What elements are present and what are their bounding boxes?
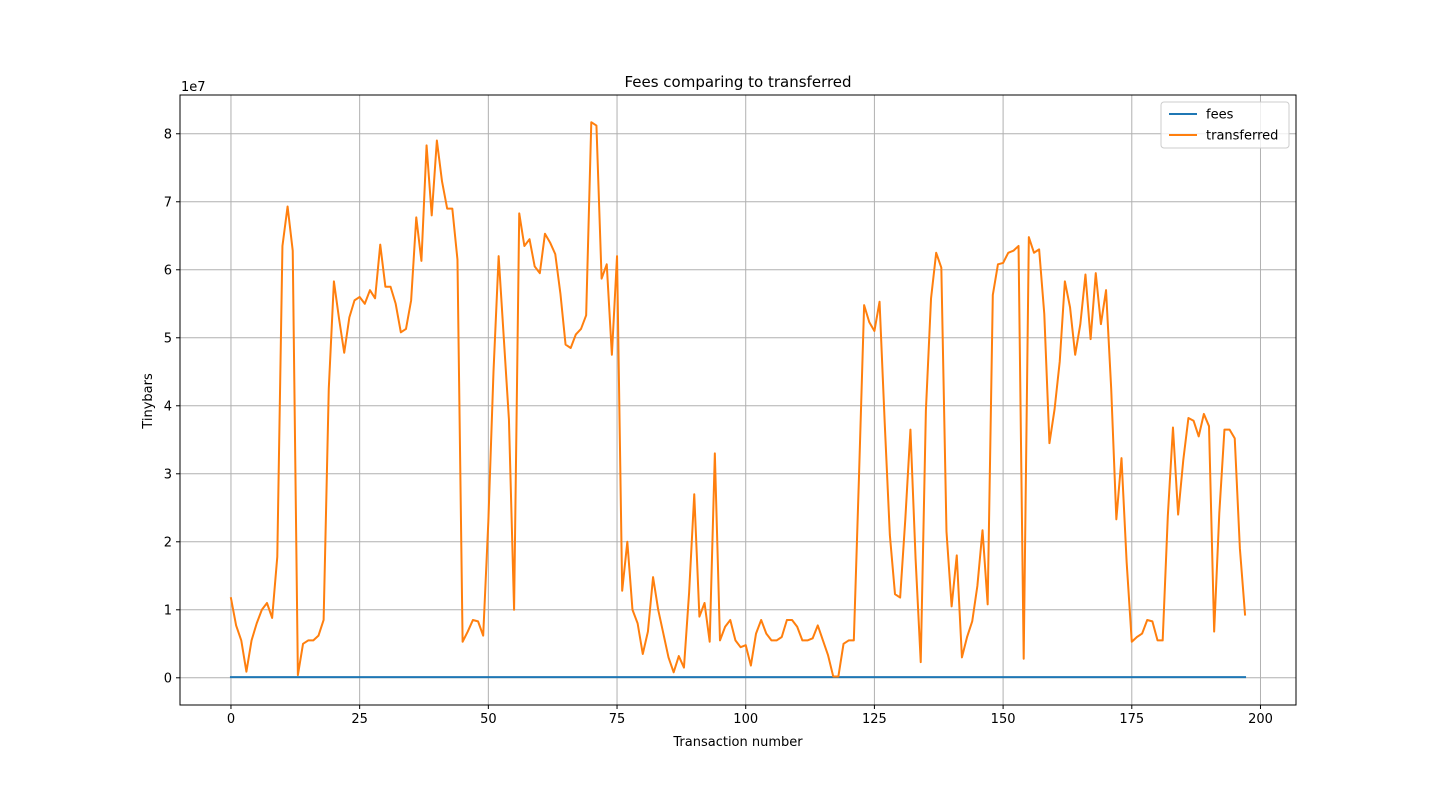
ticks: 0 25 50 75 100 125 150 175 200 0 1 2 3 4 5 6 7 8 [164,127,1273,727]
chart-title: Fees comparing to transferred [624,73,851,91]
x-tick-label: 175 [1119,712,1144,727]
y-offset-label: 1e7 [181,80,206,95]
x-tick-label: 200 [1248,712,1273,727]
y-tick-label: 7 [164,195,172,210]
x-axis-label: Transaction number [672,735,803,750]
y-tick-label: 1 [164,603,172,618]
series-line-transferred [229,121,1247,678]
y-tick-label: 6 [164,263,172,278]
x-tick-label: 25 [351,712,368,727]
y-tick-label: 0 [164,671,172,686]
legend-label: transferred [1206,129,1278,144]
y-tick-label: 2 [164,535,172,550]
x-tick-label: 125 [862,712,887,727]
legend: fees transferred [1160,101,1290,149]
x-tick-label: 150 [991,712,1016,727]
y-tick-label: 4 [164,399,172,414]
x-tick-label: 0 [227,712,235,727]
y-tick-label: 3 [164,467,172,482]
y-axis-label: Tinybars [141,373,156,430]
x-tick-label: 100 [733,712,758,727]
legend-label: fees [1206,108,1234,123]
x-tick-label: 50 [480,712,497,727]
x-tick-label: 75 [609,712,626,727]
y-tick-label: 8 [164,127,172,142]
y-tick-label: 5 [164,331,172,346]
series-layer [229,121,1247,679]
plot-frame [179,94,1297,706]
